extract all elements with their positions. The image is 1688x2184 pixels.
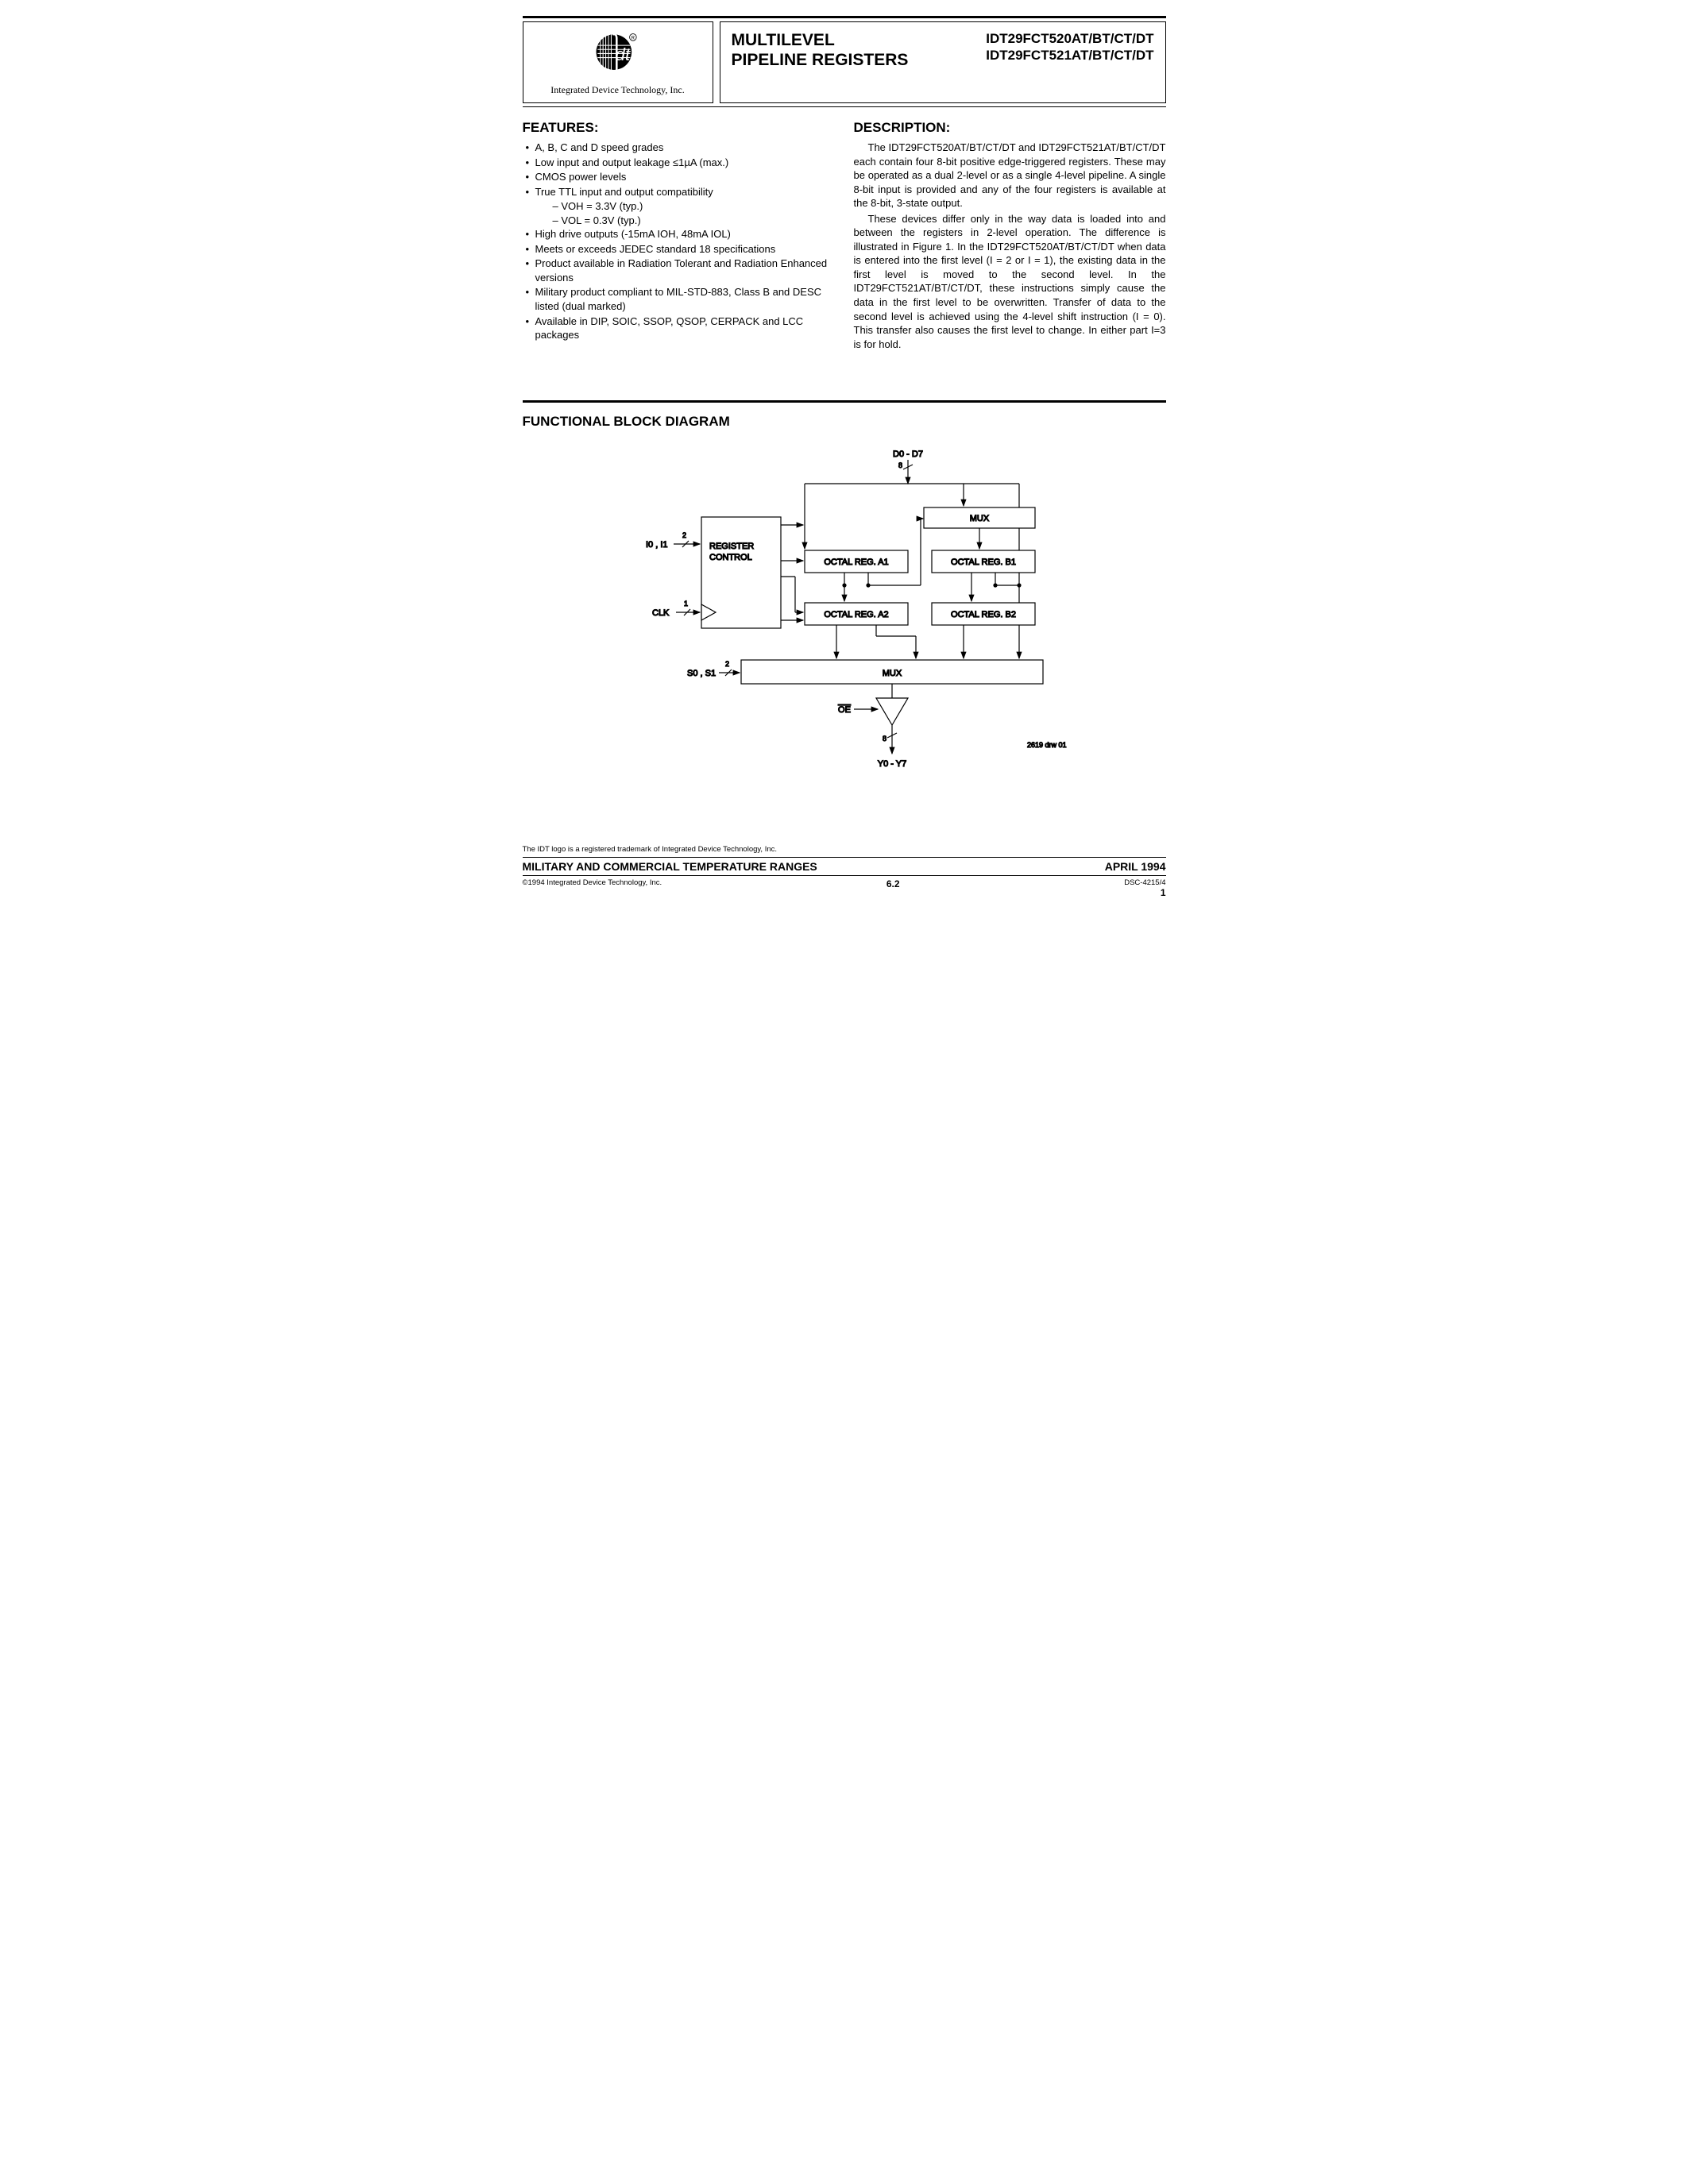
svg-text:MUX: MUX bbox=[969, 514, 989, 523]
header: dt R Integrated Device Technology, Inc. … bbox=[523, 21, 1166, 103]
features-col: FEATURES: A, B, C and D speed grades Low… bbox=[523, 120, 835, 353]
features-list: A, B, C and D speed grades Low input and… bbox=[523, 141, 835, 199]
logo-box: dt R Integrated Device Technology, Inc. bbox=[523, 21, 713, 103]
feature-item: Military product compliant to MIL-STD-88… bbox=[526, 285, 835, 313]
feature-item: Product available in Radiation Tolerant … bbox=[526, 257, 835, 284]
footer-bar: MILITARY AND COMMERCIAL TEMPERATURE RANG… bbox=[523, 857, 1166, 876]
ttl-voh: – VOH = 3.3V (typ.) bbox=[553, 199, 835, 214]
svg-text:REGISTER: REGISTER bbox=[709, 542, 754, 551]
description-col: DESCRIPTION: The IDT29FCT520AT/BT/CT/DT … bbox=[854, 120, 1166, 353]
svg-text:OCTAL REG. A2: OCTAL REG. A2 bbox=[824, 610, 888, 619]
svg-text:R: R bbox=[631, 36, 635, 41]
description-heading: DESCRIPTION: bbox=[854, 120, 1166, 136]
company-name: Integrated Device Technology, Inc. bbox=[530, 84, 706, 96]
top-rule bbox=[523, 16, 1166, 18]
title-line1: MULTILEVEL bbox=[732, 31, 835, 49]
diagram-svg: D0 - D7 8 MUX REGISTER CONTROL I0 , I1 2… bbox=[598, 446, 1091, 779]
feature-item: CMOS power levels bbox=[526, 170, 835, 184]
title-box: MULTILEVEL PIPELINE REGISTERS IDT29FCT52… bbox=[720, 21, 1166, 103]
feature-item: Low input and output leakage ≤1µA (max.) bbox=[526, 156, 835, 170]
part2: IDT29FCT521AT/BT/CT/DT bbox=[986, 48, 1153, 63]
footer-bar-right: APRIL 1994 bbox=[1105, 860, 1166, 873]
block-diagram: D0 - D7 8 MUX REGISTER CONTROL I0 , I1 2… bbox=[523, 446, 1166, 781]
header-underline bbox=[523, 106, 1166, 107]
trademark-note: The IDT logo is a registered trademark o… bbox=[523, 845, 1166, 854]
svg-text:OCTAL REG. B1: OCTAL REG. B1 bbox=[951, 558, 1016, 567]
part-numbers: IDT29FCT520AT/BT/CT/DT IDT29FCT521AT/BT/… bbox=[986, 30, 1153, 64]
part1: IDT29FCT520AT/BT/CT/DT bbox=[986, 31, 1153, 46]
svg-text:OCTAL REG. A1: OCTAL REG. A1 bbox=[824, 558, 888, 567]
feature-item: True TTL input and output compatibility bbox=[526, 185, 835, 199]
feature-item: A, B, C and D speed grades bbox=[526, 141, 835, 155]
footer: The IDT logo is a registered trademark o… bbox=[523, 845, 1166, 898]
ttl-sub: – VOH = 3.3V (typ.) – VOL = 0.3V (typ.) bbox=[523, 199, 835, 227]
svg-text:Y0 - Y7: Y0 - Y7 bbox=[877, 759, 906, 769]
svg-text:CLK: CLK bbox=[652, 608, 670, 618]
svg-text:OCTAL REG. B2: OCTAL REG. B2 bbox=[951, 610, 1016, 619]
svg-text:2619 drw 01: 2619 drw 01 bbox=[1027, 741, 1067, 749]
content-columns: FEATURES: A, B, C and D speed grades Low… bbox=[523, 120, 1166, 353]
svg-text:D0 - D7: D0 - D7 bbox=[893, 450, 923, 459]
footer-bottom: ©1994 Integrated Device Technology, Inc.… bbox=[523, 878, 1166, 898]
svg-text:2: 2 bbox=[682, 531, 686, 539]
feature-item: Available in DIP, SOIC, SSOP, QSOP, CERP… bbox=[526, 314, 835, 342]
section-number: 6.2 bbox=[886, 878, 900, 898]
feature-item: Meets or exceeds JEDEC standard 18 speci… bbox=[526, 242, 835, 257]
footer-bar-left: MILITARY AND COMMERCIAL TEMPERATURE RANG… bbox=[523, 860, 817, 873]
features-list-2: High drive outputs (-15mA IOH, 48mA IOL)… bbox=[523, 227, 835, 341]
title-line2: PIPELINE REGISTERS bbox=[732, 51, 909, 69]
svg-text:MUX: MUX bbox=[882, 669, 902, 678]
svg-text:OE: OE bbox=[838, 705, 851, 715]
page-number: 1 bbox=[1161, 887, 1166, 898]
doc-id: DSC-4215/4 1 bbox=[1124, 878, 1165, 898]
svg-text:1: 1 bbox=[684, 600, 688, 608]
feature-item: High drive outputs (-15mA IOH, 48mA IOL) bbox=[526, 227, 835, 241]
description-p2: These devices differ only in the way dat… bbox=[854, 212, 1166, 351]
logo-icon: dt R bbox=[590, 32, 646, 79]
svg-text:8: 8 bbox=[898, 461, 902, 469]
features-heading: FEATURES: bbox=[523, 120, 835, 136]
ttl-vol: – VOL = 0.3V (typ.) bbox=[553, 214, 835, 228]
description-p1: The IDT29FCT520AT/BT/CT/DT and IDT29FCT5… bbox=[854, 141, 1166, 210]
copyright: ©1994 Integrated Device Technology, Inc. bbox=[523, 878, 662, 898]
doc-code: DSC-4215/4 bbox=[1124, 878, 1165, 887]
svg-text:I0 , I1: I0 , I1 bbox=[646, 540, 668, 550]
svg-text:8: 8 bbox=[883, 735, 886, 743]
doc-title: MULTILEVEL PIPELINE REGISTERS bbox=[732, 30, 909, 70]
svg-text:S0 , S1: S0 , S1 bbox=[687, 669, 716, 678]
mid-rule bbox=[523, 400, 1166, 403]
svg-text:2: 2 bbox=[725, 660, 729, 668]
diagram-heading: FUNCTIONAL BLOCK DIAGRAM bbox=[523, 414, 1166, 430]
svg-text:CONTROL: CONTROL bbox=[709, 553, 752, 562]
